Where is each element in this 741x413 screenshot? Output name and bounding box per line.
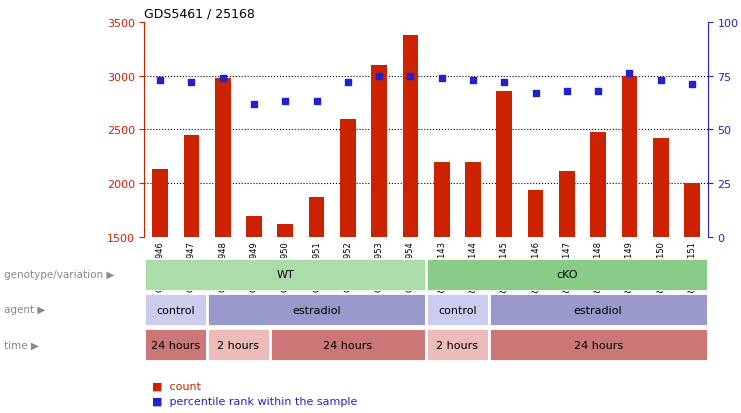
Bar [559,172,575,237]
Bar [207,328,270,361]
Text: WT: WT [276,270,294,280]
Point [342,80,353,86]
Bar [340,119,356,237]
Point [154,77,166,84]
Bar [653,139,668,237]
Text: 2 hours: 2 hours [217,340,259,350]
Point [499,80,511,86]
Bar [622,76,637,237]
Text: 24 hours: 24 hours [574,340,622,350]
Point [373,73,385,80]
Text: 24 hours: 24 hours [151,340,200,350]
Text: 24 hours: 24 hours [323,340,373,350]
Bar [309,198,325,237]
Bar [402,36,418,237]
Point [436,75,448,82]
Point [217,75,229,82]
Bar [496,91,512,237]
Bar [144,258,426,291]
Point [310,99,322,105]
Bar [465,162,481,237]
Text: ■  count: ■ count [152,381,201,391]
Point [623,71,635,78]
Text: ■  percentile rank within the sample: ■ percentile rank within the sample [152,396,357,406]
Point [592,88,604,95]
Point [467,77,479,84]
Bar [144,293,207,326]
Bar [371,66,387,237]
Bar [684,184,700,237]
Bar [426,328,488,361]
Bar [153,170,168,237]
Text: estradiol: estradiol [292,305,341,315]
Bar [207,293,426,326]
Text: estradiol: estradiol [574,305,622,315]
Point [248,101,260,108]
Text: cKO: cKO [556,270,578,280]
Text: genotype/variation ▶: genotype/variation ▶ [4,270,114,280]
Text: time ▶: time ▶ [4,340,39,350]
Bar [270,328,426,361]
Point [405,73,416,80]
Bar [426,293,488,326]
Point [530,90,542,97]
Bar [426,258,708,291]
Bar [144,328,207,361]
Point [279,99,291,105]
Point [561,88,573,95]
Text: control: control [156,305,195,315]
Point [686,82,698,88]
Text: 2 hours: 2 hours [436,340,479,350]
Text: GDS5461 / 25168: GDS5461 / 25168 [144,7,256,20]
Bar [184,135,199,237]
Bar [488,328,708,361]
Bar [215,78,230,237]
Point [655,77,667,84]
Text: control: control [438,305,476,315]
Bar [528,190,543,237]
Bar [591,132,606,237]
Bar [277,225,293,237]
Point [185,80,197,86]
Text: agent ▶: agent ▶ [4,305,45,315]
Bar [434,162,450,237]
Bar [488,293,708,326]
Bar [246,216,262,237]
